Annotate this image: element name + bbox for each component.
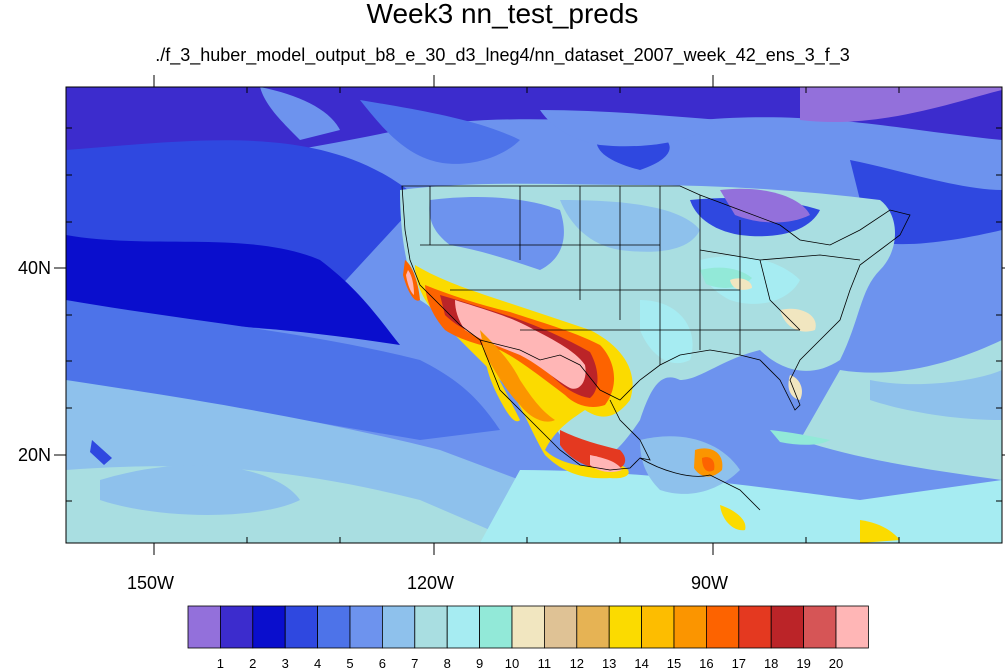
colorbar-swatch — [738, 605, 772, 649]
colorbar-tick-label: 16 — [699, 656, 714, 671]
colorbar-swatch — [381, 605, 416, 649]
colorbar-tick-label: 10 — [504, 656, 520, 671]
colorbar-tick-label: 19 — [796, 656, 811, 671]
colorbar-swatch — [317, 605, 351, 649]
colorbar-swatch — [252, 605, 286, 649]
colorbar-swatch — [187, 605, 221, 649]
colorbar-swatch — [706, 605, 740, 649]
colorbar-tick-label: 8 — [443, 656, 451, 671]
colorbar-tick-label: 3 — [281, 656, 289, 671]
colorbar-swatch — [641, 605, 675, 649]
colorbar-swatch — [511, 605, 545, 649]
colorbar-tick-label: 14 — [634, 656, 649, 671]
colorbar-tick-label: 2 — [249, 656, 257, 671]
boundaries — [401, 185, 911, 511]
colorbar-swatch — [414, 605, 448, 649]
lat-label-40n: 40N — [18, 258, 52, 278]
colorbar-swatch — [770, 605, 805, 649]
colorbar-tick-label: 4 — [313, 656, 322, 671]
colorbar-tick-label: 5 — [346, 656, 354, 671]
colorbar-swatch — [446, 605, 481, 649]
lon-label-150w: 150W — [127, 573, 175, 593]
colorbar-swatch — [608, 605, 643, 649]
colorbar-tick-label: 15 — [666, 656, 682, 671]
colorbar-tick-label: 18 — [763, 656, 779, 671]
lon-label-120w: 120W — [407, 573, 455, 593]
colorbar-tick-label: 7 — [411, 656, 419, 671]
latitude-ticks — [54, 127, 1005, 502]
colorbar-tick-label: 6 — [378, 656, 386, 671]
colorbar-tick-label: 17 — [731, 656, 747, 671]
colorbar-swatch — [803, 605, 837, 649]
precip-field — [66, 87, 1002, 543]
colorbar-swatch — [544, 605, 578, 649]
colorbar-swatch — [576, 605, 610, 649]
colorbar-swatch — [349, 605, 383, 649]
colorbar-tick-label: 20 — [828, 656, 844, 671]
colorbar-swatch — [219, 605, 254, 649]
colorbar — [187, 605, 869, 649]
lat-label-20n: 20N — [18, 445, 52, 465]
colorbar-tick-label: 13 — [601, 656, 617, 671]
colorbar-swatch — [284, 605, 319, 649]
colorbar-swatch — [479, 605, 513, 649]
colorbar-tick-label: 1 — [216, 656, 224, 671]
map-title: Week3 nn_test_preds — [366, 0, 639, 29]
lon-label-90w: 90W — [691, 573, 729, 593]
colorbar-swatch — [835, 605, 869, 649]
map-subtitle: ./f_3_huber_model_output_b8_e_30_d3_lneg… — [155, 45, 850, 65]
longitude-ticks — [153, 75, 900, 555]
colorbar-tick-label: 11 — [537, 656, 552, 671]
colorbar-swatch — [673, 605, 707, 649]
colorbar-tick-label: 12 — [569, 656, 585, 671]
colorbar-tick-label: 9 — [475, 656, 484, 671]
